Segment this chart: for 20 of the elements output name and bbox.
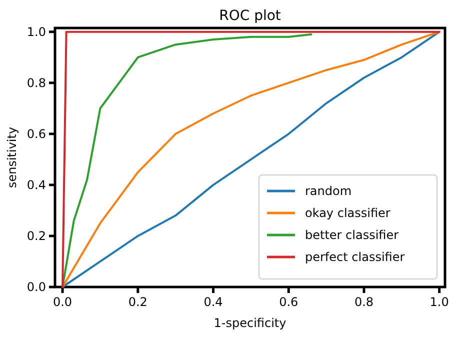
x-tick-label: 1.0 [430, 295, 449, 309]
legend-label: okay classifier [305, 206, 390, 220]
y-tick-label: 0.2 [26, 228, 46, 243]
y-tick-label: 0.4 [26, 178, 46, 192]
x-axis-title: 1-specificity [214, 316, 286, 330]
line-series [62, 30, 440, 288]
x-tick-label: 0.6 [279, 295, 298, 309]
x-tick-label: 0.0 [52, 295, 72, 309]
y-tick-label: 1.0 [26, 24, 46, 39]
legend-label: random [305, 184, 352, 198]
x-tick-label: 0.2 [128, 295, 148, 309]
x-tick-label: 0.8 [354, 295, 374, 309]
y-tick-label: 0.8 [26, 76, 46, 90]
legend-label: better classifier [305, 228, 399, 242]
y-tick-label: 0.0 [26, 280, 46, 294]
x-tick-label: 0.4 [204, 295, 223, 309]
legend-label: perfect classifier [305, 250, 405, 264]
y-axis-title: sensitivity [5, 126, 19, 188]
chart-title: ROC plot [219, 8, 282, 24]
y-tick-label: 0.6 [26, 126, 46, 141]
